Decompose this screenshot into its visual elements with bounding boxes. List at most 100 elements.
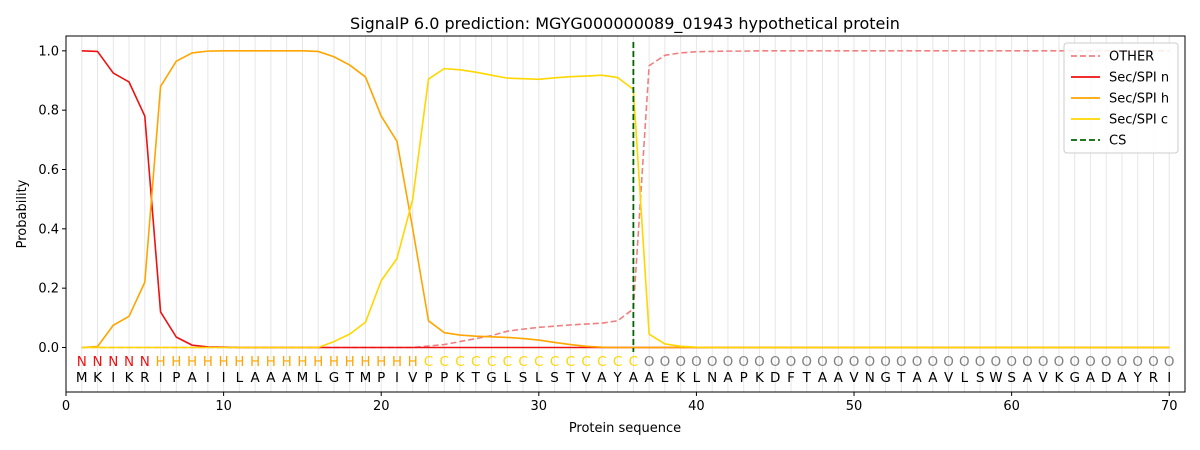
annotation-label: O <box>786 354 797 370</box>
annotation-label: C <box>581 354 590 370</box>
residue-label: A <box>912 370 922 386</box>
residue-label: A <box>1086 370 1096 386</box>
residue-label: E <box>661 370 670 386</box>
x-tick-label: 20 <box>373 399 390 414</box>
residue-label: D <box>770 370 780 386</box>
residue-label: K <box>125 370 135 386</box>
annotation-label: H <box>155 354 165 370</box>
annotation-label: H <box>360 354 370 370</box>
annotation-label: H <box>234 354 244 370</box>
residue-label: N <box>865 370 875 386</box>
annotation-label: H <box>250 354 260 370</box>
annotation-label: O <box>1022 354 1033 370</box>
annotation-label: N <box>108 354 118 370</box>
residue-label: M <box>360 370 372 386</box>
annotation-label: O <box>1054 354 1065 370</box>
annotation-label: H <box>203 354 213 370</box>
annotation-label: H <box>408 354 418 370</box>
residue-label: A <box>723 370 733 386</box>
y-tick-label: 0.4 <box>38 222 59 237</box>
legend-label-other: OTHER <box>1109 50 1154 65</box>
residue-label: T <box>802 370 812 386</box>
residue-label: D <box>1101 370 1111 386</box>
residue-label: M <box>297 370 309 386</box>
residue-label: L <box>236 370 244 386</box>
annotation-label: C <box>503 354 512 370</box>
residue-label: L <box>535 370 543 386</box>
residue-label: L <box>961 370 969 386</box>
residue-label: I <box>395 370 399 386</box>
residue-label: V <box>944 370 954 386</box>
residue-label: S <box>519 370 528 386</box>
chart-title: SignalP 6.0 prediction: MGYG000000089_01… <box>350 14 900 34</box>
legend: OTHER Sec/SPI n Sec/SPI h Sec/SPI c CS <box>1063 42 1179 154</box>
x-tick-label: 10 <box>215 399 232 414</box>
y-tick-label: 0.6 <box>38 163 59 178</box>
residue-label: A <box>187 370 197 386</box>
annotation-label: O <box>723 354 734 370</box>
annotation-label: N <box>140 354 150 370</box>
annotation-label: H <box>376 354 386 370</box>
residue-label: A <box>1023 370 1033 386</box>
x-tick-label: 70 <box>1161 399 1178 414</box>
residue-label: A <box>266 370 276 386</box>
y-tick-label: 0.8 <box>38 104 59 119</box>
annotation-label: H <box>392 354 402 370</box>
annotation-label: O <box>1101 354 1112 370</box>
x-tick-label: 0 <box>62 399 70 414</box>
annotation-label: O <box>896 354 907 370</box>
residue-label: A <box>834 370 844 386</box>
legend-label-sec-spi-c: Sec/SPI c <box>1109 113 1168 128</box>
plot-frame <box>65 35 1186 393</box>
x-tick-label: 50 <box>846 399 863 414</box>
residue-label: L <box>693 370 701 386</box>
residue-label: A <box>818 370 828 386</box>
residue-label: R <box>1149 370 1158 386</box>
annotation-label: H <box>313 354 323 370</box>
x-tick-label: 60 <box>1003 399 1020 414</box>
annotation-label: O <box>849 354 860 370</box>
residue-label: Y <box>612 370 622 386</box>
annotation-label: O <box>754 354 765 370</box>
annotation-label: C <box>629 354 638 370</box>
residue-label: S <box>976 370 985 386</box>
annotation-label: N <box>77 354 87 370</box>
annotation-label: O <box>691 354 702 370</box>
residue-label: P <box>424 370 432 386</box>
residue-label: P <box>740 370 748 386</box>
residue-label: V <box>581 370 591 386</box>
annotation-label: O <box>1148 354 1159 370</box>
residue-label: T <box>565 370 575 386</box>
residue-label: A <box>251 370 261 386</box>
y-tick-label: 0.2 <box>38 282 59 297</box>
residue-label: A <box>928 370 938 386</box>
residue-label: F <box>787 370 795 386</box>
y-tick-label: 1.0 <box>38 44 59 59</box>
sequence-layer: NMNKNINKNRHIHPHAHIHIHLHAHAHAHMHLHGHTHMHP… <box>76 354 1175 386</box>
residue-label: K <box>93 370 103 386</box>
annotation-label: O <box>675 354 686 370</box>
x-tick-label: 40 <box>688 399 705 414</box>
annotation-label: C <box>550 354 559 370</box>
annotation-label: O <box>1085 354 1096 370</box>
residue-label: N <box>707 370 717 386</box>
residue-label: I <box>1167 370 1171 386</box>
x-axis-label: Protein sequence <box>569 421 681 436</box>
y-tick-label: 0.0 <box>38 341 59 356</box>
residue-label: P <box>440 370 448 386</box>
legend-label-cs: CS <box>1109 134 1126 149</box>
series-line-sec-spi-c <box>81 67 1170 349</box>
annotation-label: O <box>1038 354 1049 370</box>
axis-layer: 0 10 20 30 40 50 60 70 0.0 0.2 0.4 0.6 0.8 1.0 <box>38 44 1177 414</box>
annotation-label: O <box>707 354 718 370</box>
annotation-label: O <box>943 354 954 370</box>
annotation-label: C <box>597 354 606 370</box>
annotation-label: C <box>471 354 480 370</box>
annotation-label: N <box>124 354 134 370</box>
annotation-label: O <box>660 354 671 370</box>
annotation-label: O <box>864 354 875 370</box>
residue-label: S <box>1007 370 1016 386</box>
legend-label-sec-spi-h: Sec/SPI h <box>1109 92 1169 107</box>
residue-label: I <box>206 370 210 386</box>
annotation-label: O <box>644 354 655 370</box>
